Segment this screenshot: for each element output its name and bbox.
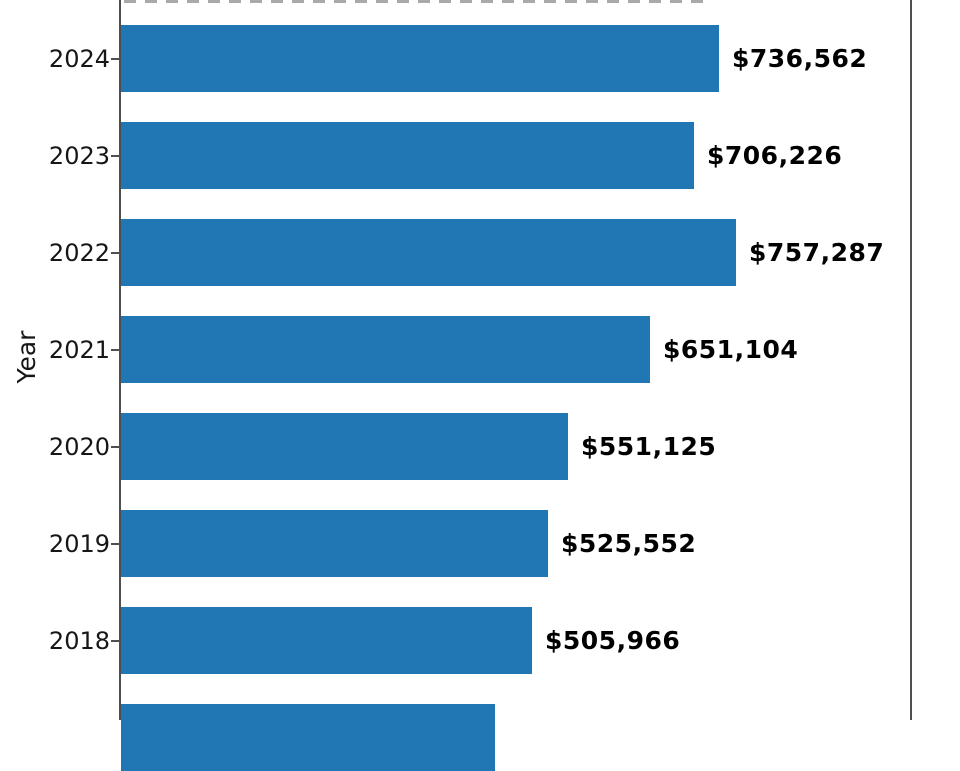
- bar: [121, 510, 548, 577]
- plot-area: Year 2024 $736,562 2023 $706,226 2022 $7…: [0, 0, 960, 720]
- value-label: $525,552: [561, 510, 696, 577]
- chart-row: [0, 704, 960, 771]
- bar: [121, 25, 719, 92]
- year-tick-label: 2021: [0, 316, 110, 383]
- year-tick-label: 2022: [0, 219, 110, 286]
- value-label: $706,226: [707, 122, 842, 189]
- tick-mark: [111, 58, 119, 60]
- tick-mark: [111, 349, 119, 351]
- bar-chart-screenshot: { "chart_data": { "type": "bar", "orient…: [0, 0, 960, 720]
- bar: [121, 316, 650, 383]
- value-label: $757,287: [749, 219, 884, 286]
- bar: [121, 704, 495, 771]
- tick-mark: [111, 252, 119, 254]
- chart-row: 2020 $551,125: [0, 413, 960, 480]
- chart-row: 2024 $736,562: [0, 25, 960, 92]
- tick-mark: [111, 640, 119, 642]
- chart-row: 2023 $706,226: [0, 122, 960, 189]
- value-label: $505,966: [545, 607, 680, 674]
- year-tick-label: 2019: [0, 510, 110, 577]
- chart-row: 2021 $651,104: [0, 316, 960, 383]
- chart-row: 2018 $505,966: [0, 607, 960, 674]
- tick-mark: [111, 543, 119, 545]
- year-tick-label: 2018: [0, 607, 110, 674]
- value-label: $551,125: [581, 413, 716, 480]
- tick-mark: [111, 155, 119, 157]
- year-tick-label: 2020: [0, 413, 110, 480]
- value-label: $651,104: [663, 316, 798, 383]
- tick-mark: [111, 446, 119, 448]
- bar: [121, 413, 568, 480]
- chart-row: 2019 $525,552: [0, 510, 960, 577]
- chart-row: 2022 $757,287: [0, 219, 960, 286]
- value-label: $736,562: [732, 25, 867, 92]
- year-tick-label: 2024: [0, 25, 110, 92]
- year-tick-label: 2023: [0, 122, 110, 189]
- bar: [121, 607, 532, 674]
- bar: [121, 219, 736, 286]
- bar: [121, 122, 694, 189]
- cropped-title-fragment: [124, 0, 712, 3]
